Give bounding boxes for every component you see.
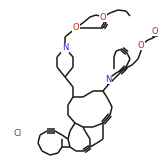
- Text: N: N: [105, 75, 111, 84]
- Text: O: O: [152, 27, 158, 35]
- Text: O: O: [73, 24, 79, 32]
- Text: O: O: [138, 41, 144, 49]
- Text: Cl: Cl: [14, 130, 22, 138]
- Text: O: O: [100, 13, 106, 22]
- Text: N: N: [62, 43, 68, 52]
